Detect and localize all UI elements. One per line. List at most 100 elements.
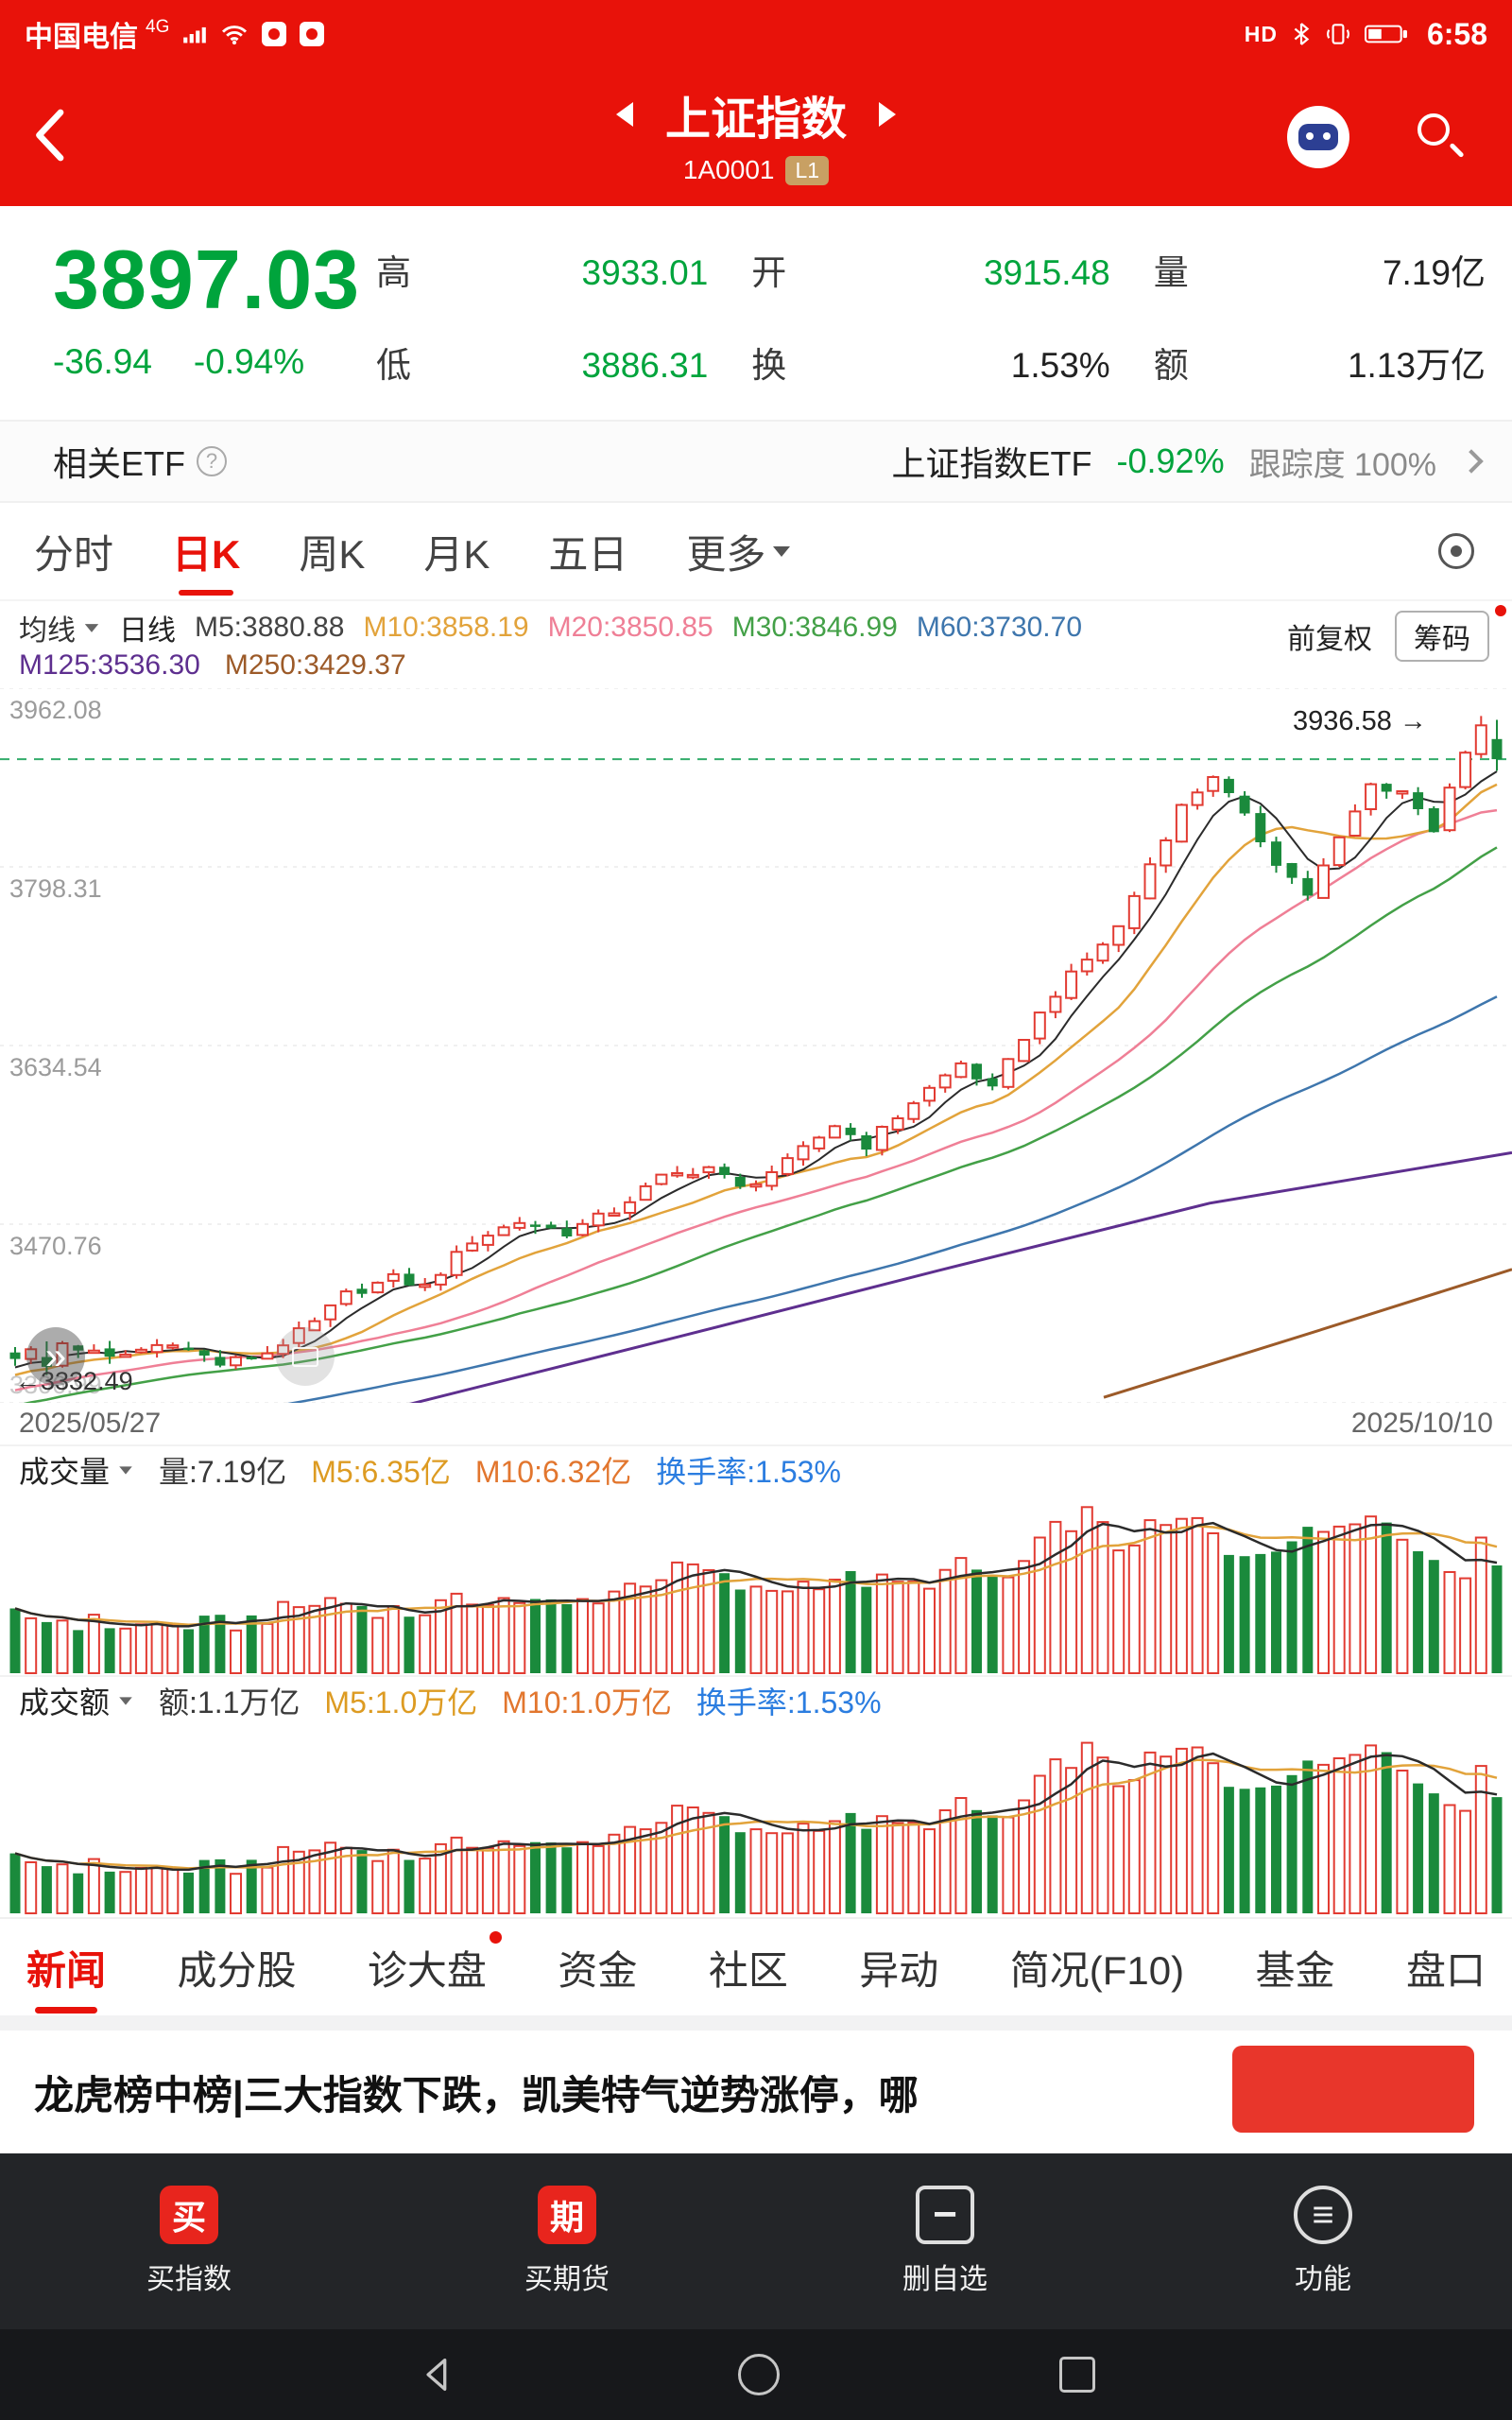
carrier-label: 中国电信	[25, 22, 138, 53]
bottom-tab-3[interactable]: 资金	[558, 1947, 638, 1993]
prev-stock-arrow-icon[interactable]	[615, 102, 633, 127]
bottom-tab-7[interactable]: 基金	[1255, 1947, 1335, 1993]
ma-dropdown[interactable]: 均线	[19, 607, 100, 648]
ma-legend-item: M250:3429.37	[224, 649, 406, 681]
bottom-nav-item-0[interactable]: 买买指数	[0, 2186, 378, 2297]
current-price: 3897.03	[53, 233, 361, 326]
related-etf-label: 相关ETF	[53, 444, 185, 483]
candlestick-chart[interactable]: 3962.08 3798.31 3634.54 3470.76 3306.99 3936.…	[0, 688, 1512, 1403]
buy-futures-icon: 期	[538, 2186, 596, 2244]
svg-text:3962.08: 3962.08	[9, 696, 102, 724]
next-stock-arrow-icon[interactable]	[879, 102, 896, 127]
bottom-nav-item-3[interactable]: ≡ 功能	[1134, 2186, 1512, 2297]
expand-chart-button[interactable]	[26, 1327, 85, 1386]
ma-legend-item: M10:3858.19	[363, 612, 529, 643]
amount-chart[interactable]	[0, 1724, 1512, 1917]
etf-change: -0.92%	[1116, 441, 1225, 480]
adjust-mode-label[interactable]: 前复权	[1287, 624, 1372, 655]
chart-date-axis: 2025/05/27 2025/10/10	[0, 1403, 1512, 1444]
period-tab-1[interactable]: 日K	[172, 523, 240, 580]
quote-field: 开 3915.48	[751, 253, 1110, 292]
bottom-nav-item-2[interactable]: − 删自选	[756, 2186, 1134, 2297]
bottom-tab-1[interactable]: 成分股	[177, 1947, 297, 1993]
bottom-tab-0[interactable]: 新闻	[26, 1939, 106, 1996]
volume-legend-item: M5:6.35亿	[311, 1455, 451, 1489]
bottom-tab-4[interactable]: 社区	[708, 1947, 788, 1993]
new-dot-icon	[489, 1930, 502, 1944]
quote-fields: 高 3933.01 开 3915.48 量 7.19亿低 3886.31 换 1.53% 额 1.1…	[376, 244, 1486, 388]
page-title: 上证指数	[664, 95, 847, 145]
news-bar[interactable]: 龙虎榜中榜|三大指数下跌，凯美特气逆势涨停，哪	[0, 2031, 1512, 2153]
svg-text:3470.76: 3470.76	[9, 1232, 102, 1260]
bottom-tab-2[interactable]: 诊大盘	[368, 1930, 502, 1996]
hd-voice-icon: HD	[1244, 21, 1278, 46]
notification-dot	[1495, 605, 1506, 616]
volume-chart[interactable]	[0, 1494, 1512, 1675]
ma-legend-item: M30:3846.99	[731, 612, 898, 643]
status-bar: 中国电信 4G HD 6:58	[0, 0, 1512, 68]
ma-legend-item: M5:3880.88	[195, 612, 345, 643]
etf-tracking: 跟踪度 100%	[1248, 446, 1436, 483]
nav-bar: 上证指数 1A0001 L1	[0, 68, 1512, 206]
chart-tool-button[interactable]	[276, 1327, 335, 1386]
chips-button[interactable]: 筹码	[1395, 611, 1489, 662]
volume-title: 成交量	[19, 1448, 134, 1492]
chart-end-date: 2025/10/10	[1350, 1408, 1493, 1439]
amount-legend-item: 换手率:1.53%	[696, 1685, 882, 1720]
volume-legend-item: 换手率:1.53%	[656, 1455, 841, 1489]
clock: 6:58	[1426, 16, 1487, 51]
volume-legend-item: 量:7.19亿	[159, 1455, 287, 1489]
quote-section: 3897.03 -36.94 -0.94% 高 3933.01 开 3915.48 量 7…	[0, 206, 1512, 420]
caret-down-icon	[773, 545, 791, 557]
ma-legend-item: M60:3730.70	[916, 612, 1083, 643]
price-change-pct: -0.94%	[193, 342, 305, 381]
period-tab-3[interactable]: 月K	[423, 531, 490, 577]
amount-legend-item: M10:1.0万亿	[502, 1685, 672, 1720]
svg-text:3936.58 →: 3936.58 →	[1293, 706, 1427, 736]
related-etf-row[interactable]: 相关ETF ? 上证指数ETF -0.92% 跟踪度 100%	[0, 420, 1512, 503]
vibrate-icon	[1327, 24, 1349, 44]
android-home-icon[interactable]	[738, 2354, 780, 2395]
quote-field: 高 3933.01	[376, 253, 709, 292]
volume-legend-item: M10:6.32亿	[474, 1455, 632, 1489]
android-back-icon[interactable]	[417, 2354, 458, 2395]
period-tab-0[interactable]: 分时	[34, 531, 114, 577]
chart-start-date: 2025/05/27	[19, 1408, 162, 1439]
stock-code: 1A0001	[682, 155, 775, 184]
search-icon[interactable]	[1414, 112, 1465, 161]
signal-icon	[183, 26, 207, 43]
bottom-nav-item-1[interactable]: 期买期货	[378, 2186, 756, 2297]
quote-field: 低 3886.31	[376, 346, 709, 385]
period-tab-4[interactable]: 五日	[548, 531, 628, 577]
quote-field: 量 7.19亿	[1153, 253, 1486, 292]
amount-legend-item: 额:1.1万亿	[159, 1685, 301, 1720]
period-tabs: 分时 日K 周K 月K 五日 更多	[0, 503, 1512, 601]
amount-legend-item: M5:1.0万亿	[324, 1685, 478, 1720]
app-badge-icon	[262, 22, 287, 46]
content-tabs: 新闻 成分股 诊大盘 资金 社区 异动 简况(F10) 基金 盘口	[0, 1917, 1512, 2015]
assistant-robot-icon[interactable]	[1287, 106, 1349, 168]
bluetooth-icon	[1294, 23, 1310, 45]
volume-panel-header[interactable]: 成交量 量:7.19亿 M5:6.35亿 M10:6.32亿 换手率:1.53%	[0, 1444, 1512, 1494]
remove-watchlist-icon: −	[916, 2186, 974, 2244]
amount-panel-header[interactable]: 成交额 额:1.1万亿 M5:1.0万亿 M10:1.0万亿 换手率:1.53%	[0, 1675, 1512, 1724]
svg-text:3634.54: 3634.54	[9, 1053, 102, 1081]
back-button[interactable]	[32, 106, 66, 164]
quote-field: 额 1.13万亿	[1153, 346, 1486, 385]
bottom-tab-5[interactable]: 异动	[859, 1947, 939, 1993]
help-icon[interactable]: ?	[197, 446, 227, 476]
bottom-navigation: 买买指数期买期货 − 删自选 ≡ 功能	[0, 2153, 1512, 2329]
period-tab-5[interactable]: 更多	[686, 523, 791, 580]
chevron-right-icon	[1459, 449, 1484, 474]
chart-settings-icon[interactable]	[1438, 533, 1474, 569]
news-ad-card[interactable]	[1232, 2046, 1474, 2133]
battery-icon	[1364, 25, 1407, 43]
ma-legend-item: M125:3536.30	[19, 649, 200, 681]
period-tab-2[interactable]: 周K	[299, 531, 366, 577]
android-recents-icon[interactable]	[1059, 2357, 1095, 2393]
bottom-tab-6[interactable]: 简况(F10)	[1009, 1947, 1185, 1993]
robot-face-icon	[1298, 124, 1338, 150]
amount-title: 成交额	[19, 1679, 134, 1722]
news-headline[interactable]: 龙虎榜中榜|三大指数下跌，凯美特气逆势涨停，哪	[34, 2072, 919, 2118]
bottom-tab-8[interactable]: 盘口	[1405, 1947, 1486, 1993]
